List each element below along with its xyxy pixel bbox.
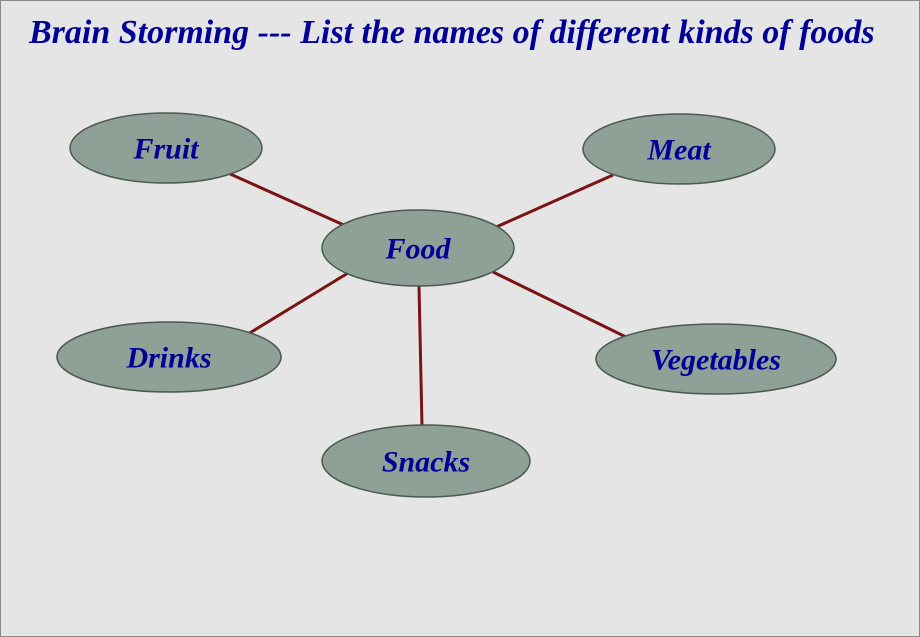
node-drinks: Drinks xyxy=(57,322,281,392)
nodes-layer: Food Fruit Meat Drinks Vegetables Snacks xyxy=(57,113,836,497)
mindmap-diagram: Food Fruit Meat Drinks Vegetables Snacks xyxy=(1,1,920,637)
node-snacks: Snacks xyxy=(322,425,530,497)
node-label-fruit: Fruit xyxy=(132,133,200,166)
edge-food-meat xyxy=(494,175,613,228)
node-fruit: Fruit xyxy=(70,113,262,183)
node-label-drinks: Drinks xyxy=(125,342,211,375)
edge-food-vegetables xyxy=(493,272,626,337)
edge-food-drinks xyxy=(248,273,348,334)
edge-food-fruit xyxy=(228,173,346,226)
slide-canvas: Brain Storming --- List the names of dif… xyxy=(0,0,920,637)
node-vegetables: Vegetables xyxy=(596,324,836,394)
node-meat: Meat xyxy=(583,114,775,184)
edge-food-snacks xyxy=(419,286,422,426)
node-label-snacks: Snacks xyxy=(382,446,470,479)
node-label-food: Food xyxy=(384,233,451,266)
node-label-vegetables: Vegetables xyxy=(651,344,781,377)
node-label-meat: Meat xyxy=(646,134,712,167)
node-food: Food xyxy=(322,210,514,286)
